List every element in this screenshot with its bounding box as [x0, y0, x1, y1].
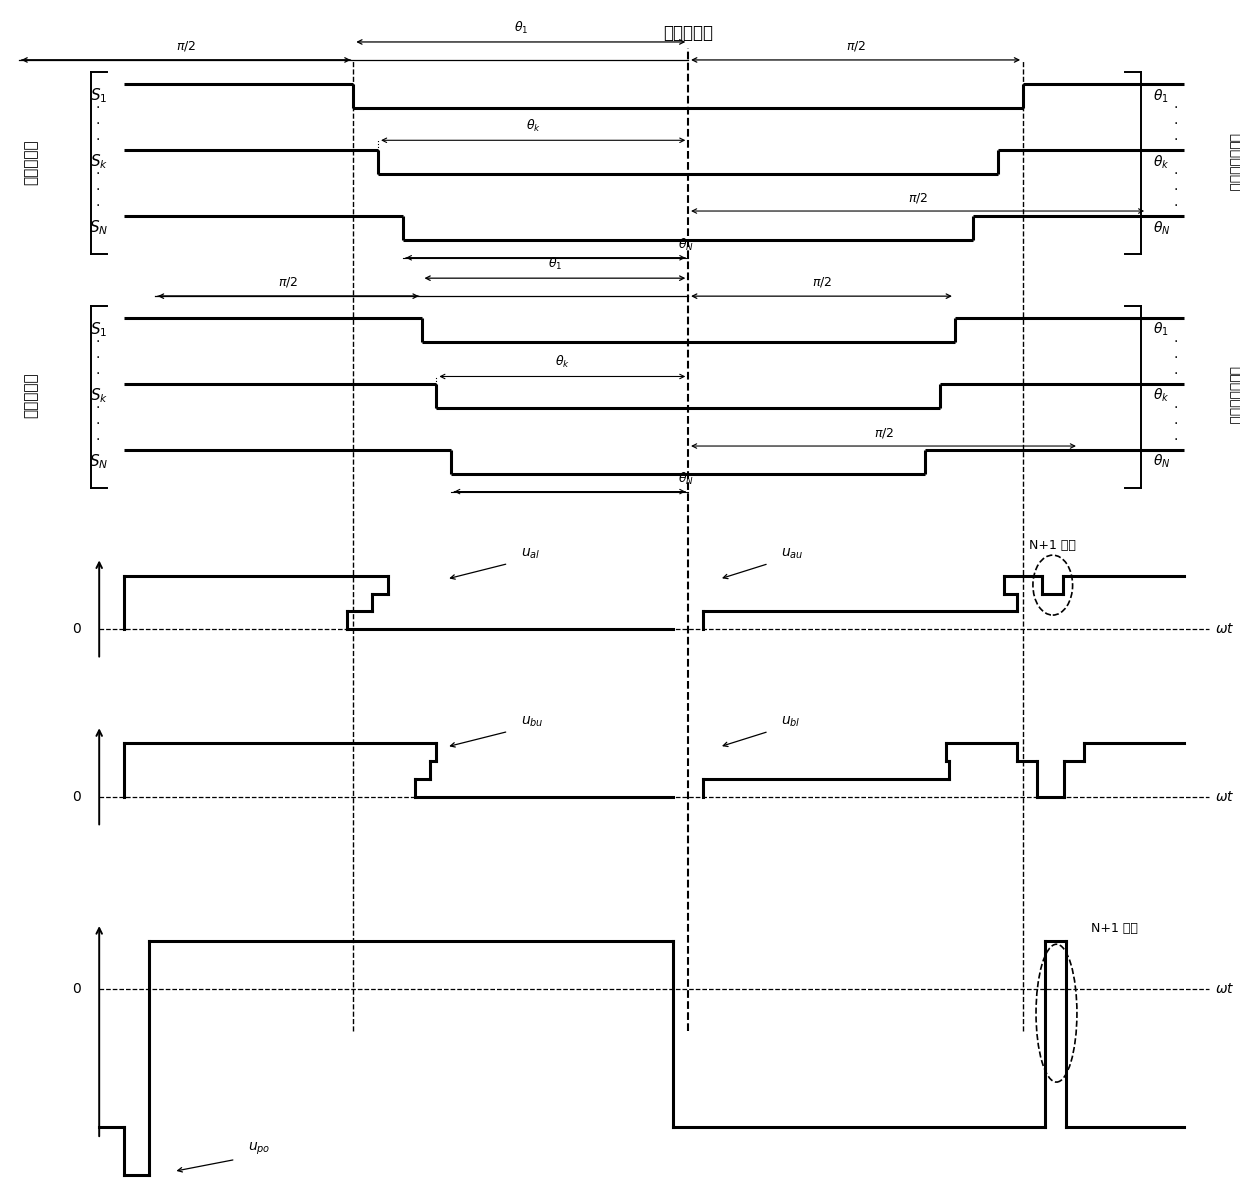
Text: $\pi/2$: $\pi/2$ [278, 275, 299, 289]
Text: $\theta_k$: $\theta_k$ [554, 355, 570, 370]
Text: $u_{al}$: $u_{al}$ [521, 547, 541, 561]
Text: $\pi/2$: $\pi/2$ [176, 38, 196, 53]
Text: 脉冲对称轴: 脉冲对称轴 [663, 24, 713, 42]
Text: N+1 电平: N+1 电平 [1029, 538, 1076, 552]
Text: ·
·
·: · · · [1173, 335, 1178, 381]
Text: 子模块间移相角: 子模块间移相角 [1228, 133, 1240, 191]
Text: $\theta_N$: $\theta_N$ [678, 471, 694, 487]
Text: $\theta_N$: $\theta_N$ [1153, 219, 1171, 236]
Text: 子模块间移相角: 子模块间移相角 [1228, 367, 1240, 424]
Text: $S_N$: $S_N$ [88, 452, 108, 471]
Text: 0: 0 [72, 622, 81, 637]
Text: $S_1$: $S_1$ [91, 86, 108, 106]
Text: ·
·
·: · · · [1173, 400, 1178, 447]
Text: $u_{bu}$: $u_{bu}$ [521, 715, 543, 729]
Text: 下桥臂脉冲: 下桥臂脉冲 [24, 373, 38, 418]
Text: $\theta_1$: $\theta_1$ [513, 20, 528, 36]
Text: ·
·
·: · · · [1173, 167, 1178, 213]
Text: 上桥臂脉冲: 上桥臂脉冲 [24, 139, 38, 185]
Text: 0: 0 [72, 982, 81, 996]
Text: ·
·
·: · · · [95, 101, 100, 147]
Text: ·
·
·: · · · [95, 167, 100, 213]
Text: $\omega t$: $\omega t$ [1215, 622, 1235, 637]
Text: $\theta_N$: $\theta_N$ [1153, 453, 1171, 470]
Text: $u_{bl}$: $u_{bl}$ [781, 715, 801, 729]
Text: ·
·
·: · · · [95, 400, 100, 447]
Text: 0: 0 [72, 790, 81, 805]
Text: $S_1$: $S_1$ [91, 320, 108, 339]
Text: N+1 电平: N+1 电平 [1091, 922, 1138, 935]
Text: $\theta_k$: $\theta_k$ [1153, 387, 1169, 404]
Text: $u_{po}$: $u_{po}$ [248, 1140, 270, 1157]
Text: ·
·
·: · · · [95, 335, 100, 381]
Text: $\theta_1$: $\theta_1$ [1153, 321, 1169, 338]
Text: $\theta_k$: $\theta_k$ [526, 119, 541, 134]
Text: $\theta_k$: $\theta_k$ [1153, 153, 1169, 170]
Text: $\pi/2$: $\pi/2$ [811, 275, 832, 289]
Text: $\omega t$: $\omega t$ [1215, 982, 1235, 996]
Text: $u_{au}$: $u_{au}$ [781, 547, 804, 561]
Text: $\theta_1$: $\theta_1$ [1153, 88, 1169, 104]
Text: $S_k$: $S_k$ [89, 386, 108, 405]
Text: $\pi/2$: $\pi/2$ [873, 426, 894, 440]
Text: $S_N$: $S_N$ [88, 218, 108, 237]
Text: $\pi/2$: $\pi/2$ [908, 191, 928, 205]
Text: $\pi/2$: $\pi/2$ [846, 38, 866, 53]
Text: $\omega t$: $\omega t$ [1215, 790, 1235, 805]
Text: $\theta_N$: $\theta_N$ [678, 237, 694, 253]
Text: $S_k$: $S_k$ [89, 152, 108, 171]
Text: ·
·
·: · · · [1173, 101, 1178, 147]
Text: $\theta_1$: $\theta_1$ [548, 257, 562, 272]
